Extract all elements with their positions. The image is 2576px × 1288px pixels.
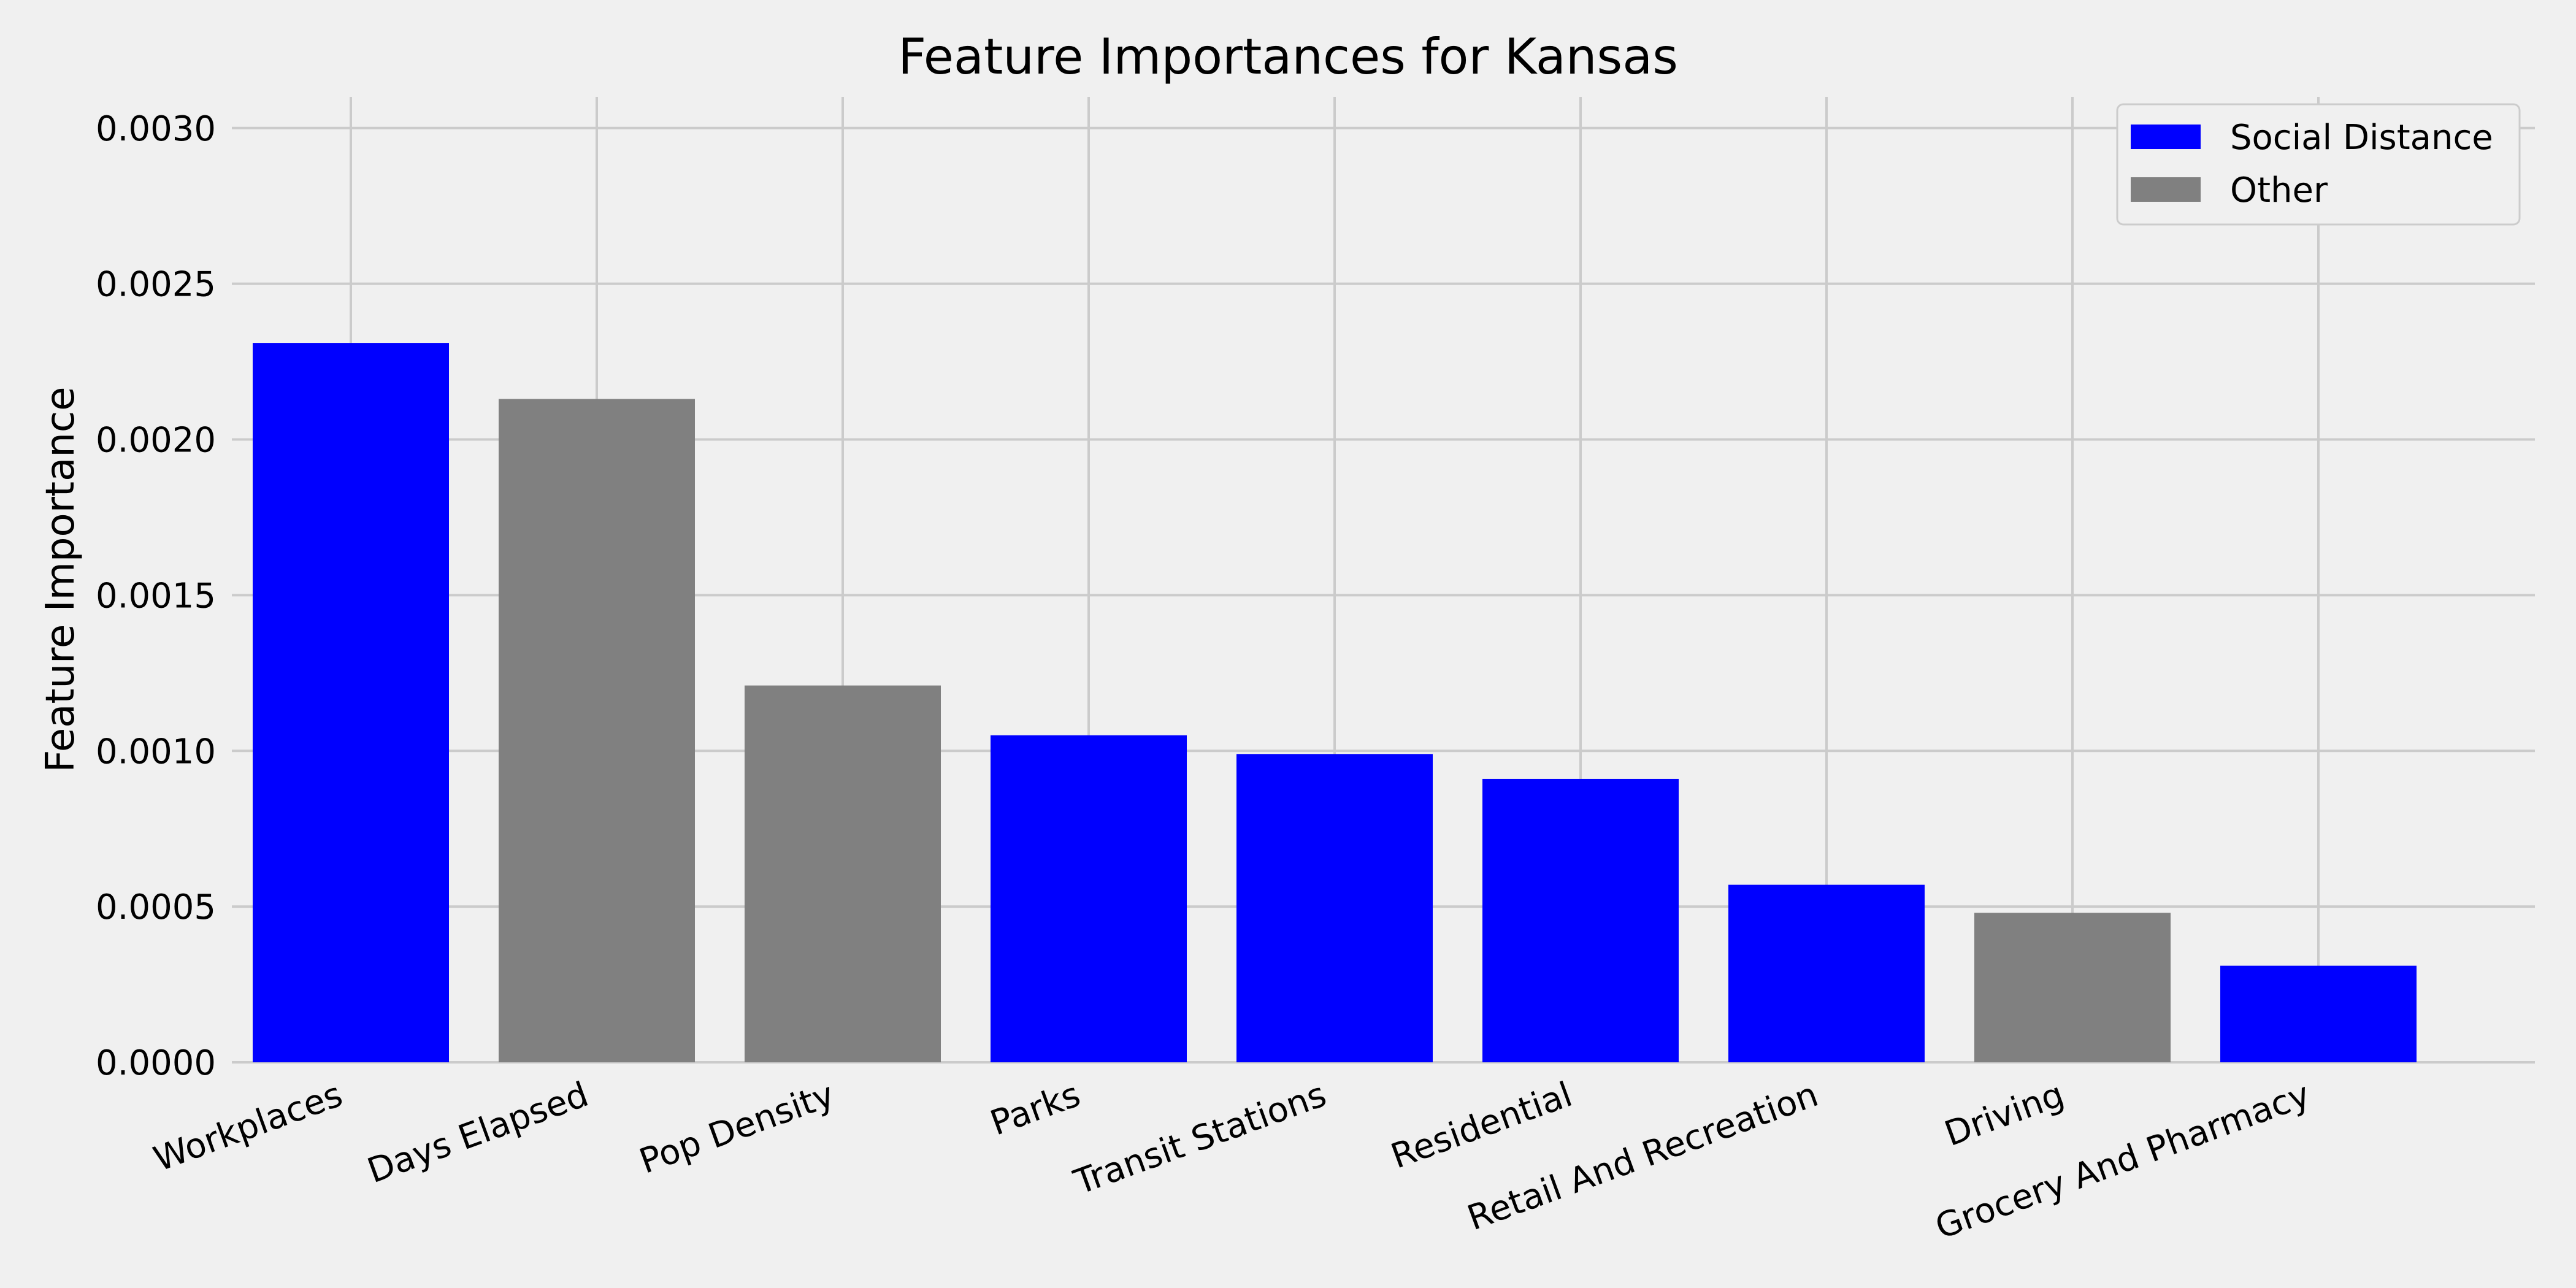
legend-label-social-distance: Social Distance: [2230, 118, 2493, 158]
y-tick-labels: 0.0000 0.0005 0.0010 0.0015 0.0020 0.0025 0.00…: [96, 109, 216, 1083]
legend: Social Distance Other: [2116, 103, 2521, 226]
chart-title: Feature Importances for Kansas: [898, 28, 1678, 85]
bar: [2220, 965, 2417, 1062]
y-tick-label: 0.0030: [96, 109, 216, 149]
y-axis-label: Feature Importance: [38, 387, 83, 773]
y-tick-label: 0.0015: [96, 576, 216, 616]
y-tick-label: 0.0010: [96, 732, 216, 772]
legend-frame: [2116, 103, 2521, 226]
legend-swatch-social-distance: [2131, 125, 2201, 149]
bar: [499, 399, 695, 1062]
legend-label-other: Other: [2230, 171, 2328, 210]
bar: [1728, 884, 1925, 1062]
y-tick-label: 0.0025: [96, 265, 216, 305]
legend-swatch-other: [2131, 177, 2201, 202]
bar: [991, 735, 1187, 1062]
bar: [1236, 754, 1433, 1062]
bar: [1482, 778, 1679, 1062]
y-tick-label: 0.0005: [96, 887, 216, 927]
bar: [253, 343, 449, 1062]
bars: [253, 343, 2417, 1062]
y-tick-label: 0.0020: [96, 421, 216, 461]
bar: [1974, 913, 2171, 1062]
bar: [745, 685, 941, 1062]
y-tick-label: 0.0000: [96, 1043, 216, 1083]
